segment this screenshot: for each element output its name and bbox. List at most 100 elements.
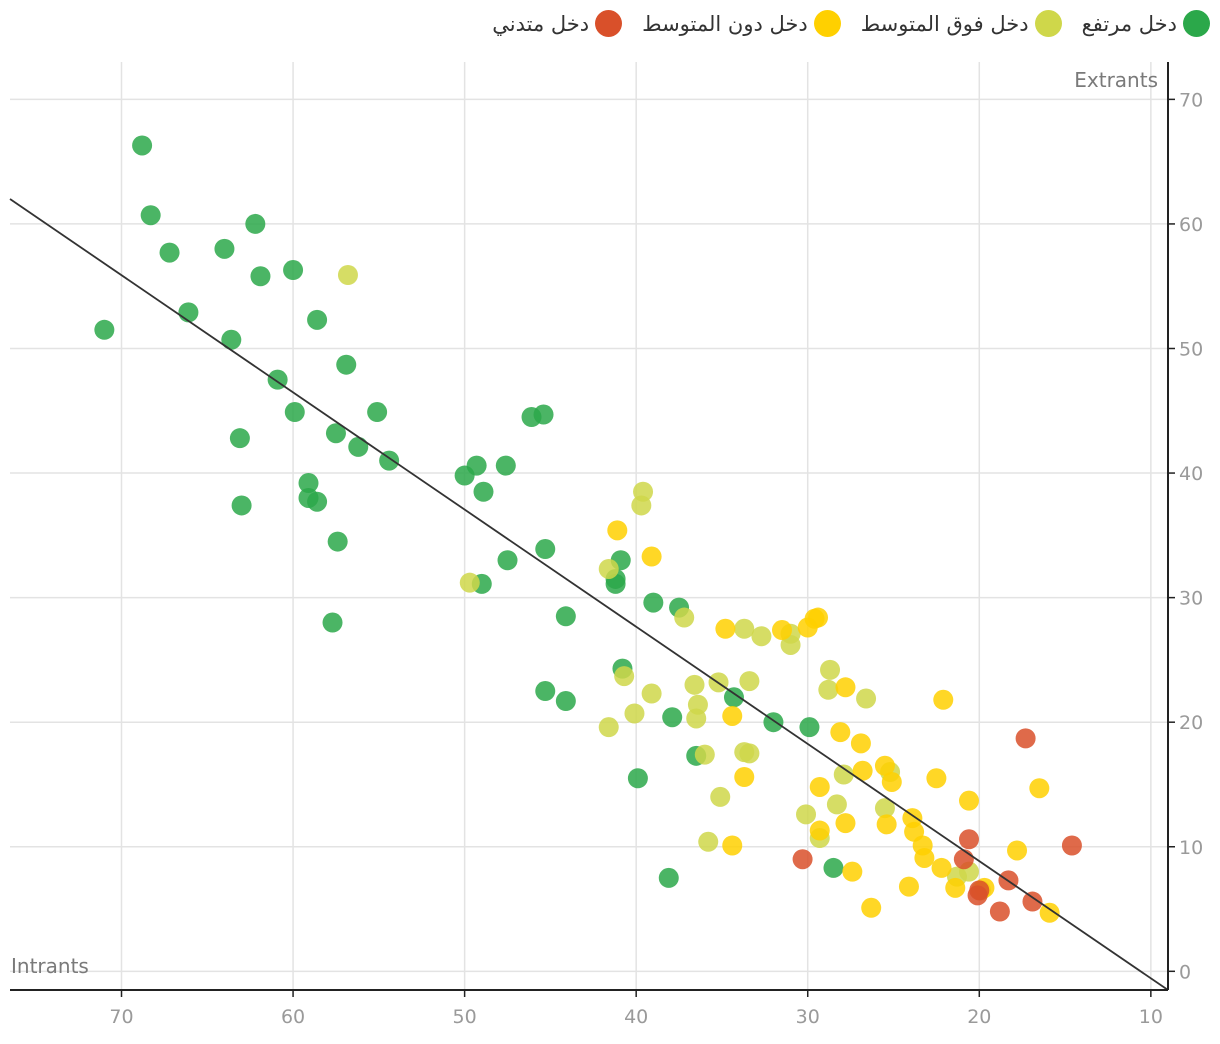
data-point-s2-p10 [809, 776, 830, 797]
data-point-s2-p14 [850, 733, 871, 754]
data-point-s1-p23 [739, 743, 760, 764]
x-tick-label-30: 30 [796, 1006, 820, 1028]
data-point-s2-p17 [842, 861, 863, 882]
x-tick-label-10: 10 [1139, 1006, 1163, 1028]
data-point-s3-p7 [1015, 728, 1036, 749]
data-point-s0-p38 [643, 592, 664, 613]
data-point-s2-p11 [809, 820, 830, 841]
data-point-s0-p24 [322, 612, 343, 633]
legend-label-low-income: دخل متدني [492, 11, 590, 36]
data-point-s2-p35 [1039, 902, 1060, 923]
data-point-s0-p1 [140, 205, 161, 226]
legend-label-high-income: دخل مرتفع [1081, 11, 1177, 36]
data-point-s0-p22 [307, 491, 328, 512]
data-point-s1-p20 [780, 634, 801, 655]
data-point-s3-p8 [1022, 891, 1043, 912]
data-point-s3-p1 [958, 829, 979, 850]
data-point-s1-p18 [751, 626, 772, 647]
data-point-s2-p1 [641, 546, 662, 567]
data-point-s0-p27 [495, 455, 516, 476]
data-point-s2-p25 [914, 847, 935, 868]
legend-item-low-income[interactable]: دخل متدني [492, 10, 623, 37]
data-point-s0-p8 [94, 319, 115, 340]
legend-item-lower-middle-income[interactable]: دخل دون المتوسط [642, 10, 841, 37]
data-point-s0-p17 [348, 436, 369, 457]
data-point-s0-p48 [799, 717, 820, 738]
data-point-s2-p28 [933, 689, 954, 710]
data-point-s1-p0 [337, 265, 358, 286]
y-tick-label-0: 0 [1179, 961, 1191, 983]
legend-item-high-income[interactable]: دخل مرتفع [1082, 10, 1210, 37]
legend-swatch-high-income [1183, 10, 1210, 37]
legend-swatch-upper-middle-income [1034, 10, 1062, 37]
data-point-s2-p27 [931, 857, 952, 878]
data-point-s0-p14 [307, 309, 328, 330]
y-tick-label-40: 40 [1179, 463, 1203, 485]
data-point-s1-p26 [856, 688, 877, 709]
x-tick-label-70: 70 [109, 1006, 133, 1028]
data-point-s2-p30 [945, 877, 966, 898]
data-point-s3-p0 [792, 849, 813, 870]
data-point-s0-p6 [245, 213, 266, 234]
data-point-s1-p9 [598, 717, 619, 738]
data-point-s2-p2 [715, 618, 736, 639]
data-point-s2-p31 [958, 790, 979, 811]
data-point-s1-p5 [674, 607, 695, 628]
data-points [94, 135, 1082, 923]
data-point-s0-p30 [533, 404, 554, 425]
legend-swatch-low-income [595, 10, 623, 37]
legend-label-lower-middle-income: دخل دون المتوسط [642, 11, 808, 36]
data-point-s0-p50 [823, 857, 844, 878]
data-point-s1-p4 [631, 495, 652, 516]
data-point-s0-p23 [327, 531, 348, 552]
data-point-s0-p43 [662, 707, 683, 728]
trend-line [9, 198, 1169, 991]
data-point-s1-p24 [820, 659, 841, 680]
y-tick-label-70: 70 [1179, 89, 1203, 111]
data-point-s0-p49 [658, 867, 679, 888]
grid-lines [10, 62, 1168, 990]
data-point-s1-p16 [698, 831, 719, 852]
data-point-s0-p20 [298, 473, 319, 494]
data-point-s0-p33 [535, 539, 556, 560]
y-tick-label-60: 60 [1179, 214, 1203, 236]
x-axis-title: Intrants [11, 954, 89, 978]
legend-item-upper-middle-income[interactable]: دخل فوق المتوسط [861, 10, 1062, 37]
data-point-s0-p32 [497, 550, 518, 571]
data-point-s1-p7 [641, 683, 662, 704]
x-tick-label-20: 20 [967, 1006, 991, 1028]
data-point-s2-p19 [874, 755, 895, 776]
trend-line-group [9, 198, 1169, 991]
data-point-s0-p9 [229, 428, 250, 449]
data-point-s2-p7 [722, 705, 743, 726]
legend-swatch-lower-middle-income [813, 10, 841, 37]
data-point-s0-p45 [627, 768, 648, 789]
data-point-s1-p10 [684, 674, 705, 695]
data-point-s1-p17 [734, 618, 755, 639]
data-point-s0-p13 [284, 402, 305, 423]
data-point-s2-p33 [1007, 840, 1028, 861]
data-point-s2-p13 [835, 677, 856, 698]
y-tick-label-10: 10 [1179, 837, 1203, 859]
data-point-s0-p0 [132, 135, 153, 156]
data-point-s2-p12 [830, 722, 851, 743]
data-point-s3-p2 [953, 849, 974, 870]
data-point-s3-p6 [989, 901, 1010, 922]
data-point-s0-p42 [555, 691, 576, 712]
data-point-s0-p18 [367, 402, 388, 423]
axes: 70 60 50 40 30 20 10 0 10 20 30 40 50 60 70 [10, 62, 1203, 1028]
data-point-s0-p7 [250, 266, 271, 287]
data-point-s1-p25 [818, 679, 839, 700]
data-point-s1-p29 [826, 794, 847, 815]
data-point-s2-p18 [861, 897, 882, 918]
y-axis-title: Extrants [1074, 68, 1158, 92]
data-point-s1-p2 [598, 558, 619, 579]
data-point-s0-p3 [178, 302, 199, 323]
data-point-s1-p13 [694, 744, 715, 765]
data-point-s1-p12 [686, 708, 707, 729]
data-point-s2-p34 [1029, 778, 1050, 799]
data-point-s0-p41 [535, 681, 556, 702]
data-point-s2-p0 [607, 520, 628, 541]
data-point-s0-p4 [214, 238, 235, 259]
